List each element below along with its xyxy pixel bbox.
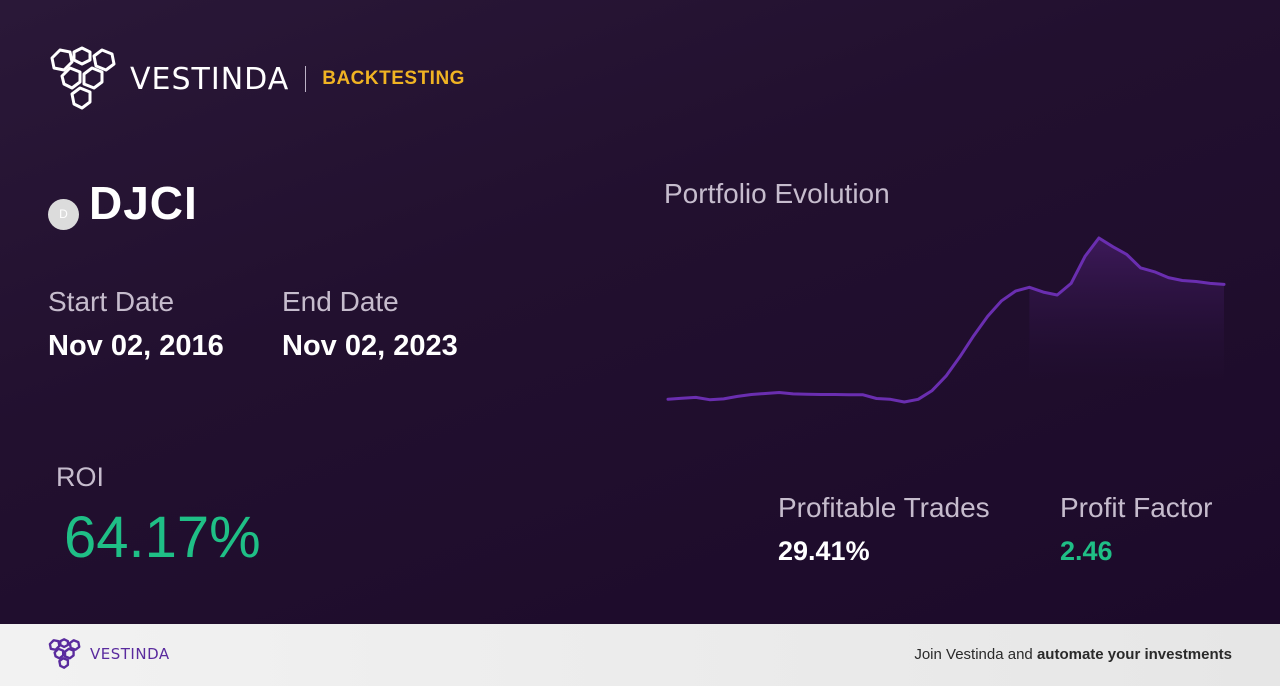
profitable-trades-label: Profitable Trades [778, 492, 990, 523]
start-date-label: Start Date [48, 286, 175, 317]
profit-factor-label: Profit Factor [1060, 492, 1213, 523]
roi-value: 64.17% [64, 505, 261, 570]
section-tag: BACKTESTING [322, 68, 465, 89]
footer-cta[interactable]: Join Vestinda and automate your investme… [914, 646, 1232, 663]
end-date-label: End Date [282, 286, 399, 317]
asset-badge: D [48, 198, 79, 230]
footer-brand-name: VESTINDA [90, 645, 170, 663]
asset-header: D DJCI [48, 176, 198, 230]
chart-title: Portfolio Evolution [664, 178, 890, 209]
profitable-trades-value: 29.41% [778, 536, 870, 566]
backtest-card: VESTINDA BACKTESTING D DJCI Start Date N… [0, 0, 1280, 624]
footer-logo[interactable]: VESTINDA [48, 638, 170, 670]
start-date-value: Nov 02, 2016 [48, 330, 224, 362]
header-logo[interactable]: VESTINDA BACKTESTING [48, 46, 465, 112]
vestinda-logo-icon [50, 46, 116, 110]
roi-label: ROI [56, 462, 105, 492]
footer-cta-prefix: Join Vestinda and [914, 646, 1037, 663]
chart-area [1029, 238, 1224, 380]
header-divider [305, 66, 307, 92]
portfolio-chart [666, 236, 1226, 404]
vestinda-footer-logo-icon [48, 638, 81, 669]
footer-cta-bold: automate your investments [1036, 646, 1232, 663]
brand-name: VESTINDA [130, 61, 290, 97]
profit-factor-value: 2.46 [1060, 536, 1113, 566]
end-date-value: Nov 02, 2023 [282, 330, 458, 362]
chart-series-line [666, 236, 1226, 404]
footer: VESTINDA Join Vestinda and automate your… [0, 624, 1280, 686]
asset-name: DJCI [89, 177, 198, 229]
